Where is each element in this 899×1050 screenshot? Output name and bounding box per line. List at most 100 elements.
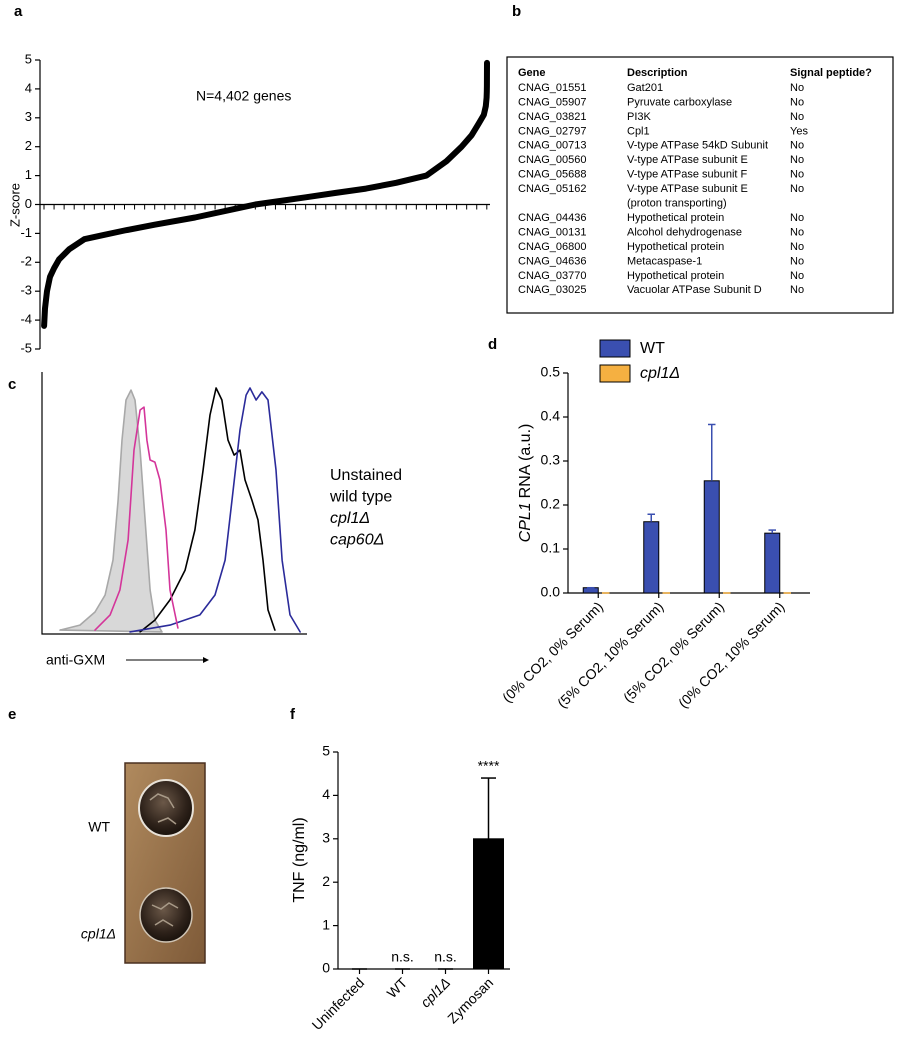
table-cell: No xyxy=(790,270,804,282)
table-cell: V-type ATPase subunit F xyxy=(627,169,748,181)
image-label: WT xyxy=(88,819,110,835)
y-axis-label: Z-score xyxy=(7,183,22,227)
y-tick-label: -1 xyxy=(20,225,32,240)
panel-label: b xyxy=(512,3,521,20)
legend-entry: cpl1Δ xyxy=(640,365,680,382)
table-frame xyxy=(506,56,894,314)
panel-label: a xyxy=(14,3,23,20)
colony xyxy=(138,779,194,837)
histogram-axes xyxy=(41,372,307,635)
y-tick-label: 3 xyxy=(25,109,32,124)
y-tick-label: -4 xyxy=(20,312,32,327)
table-cell: No xyxy=(790,226,804,238)
rank-curve xyxy=(41,59,490,329)
panel-label: c xyxy=(8,376,16,393)
bar xyxy=(582,587,599,594)
table-cell: CNAG_05907 xyxy=(518,96,587,108)
panel-label: e xyxy=(8,706,16,723)
table-cell: CNAG_01551 xyxy=(518,82,587,94)
annotation: N=4,402 genes xyxy=(196,88,291,104)
legend-entry: WT xyxy=(640,340,665,357)
legend-entry: Unstained xyxy=(330,467,402,484)
table-cell: CNAG_00560 xyxy=(518,154,587,166)
table-cell: No xyxy=(790,140,804,152)
table-cell: No xyxy=(790,169,804,181)
table-cell: No xyxy=(790,183,804,195)
panel-label: d xyxy=(488,336,497,353)
x-tick-label: (5% CO2, 10% Serum) xyxy=(554,598,667,711)
x-tick-label: (0% CO2, 10% Serum) xyxy=(675,598,788,711)
y-tick-label: 0.2 xyxy=(541,496,561,512)
table-cell: CNAG_02797 xyxy=(518,125,587,137)
table-cell: CNAG_00131 xyxy=(518,226,587,238)
y-tick-label: 0.1 xyxy=(541,540,561,556)
y-tick-label: 0.5 xyxy=(541,364,561,380)
histogram-curve xyxy=(129,387,301,633)
y-axis-label-part: CPL1 xyxy=(517,502,534,542)
table-cell: No xyxy=(790,255,804,267)
table-cell: No xyxy=(790,212,804,224)
y-tick-label: -5 xyxy=(20,340,32,355)
table-cell: CNAG_04636 xyxy=(518,255,587,267)
table-cell: CNAG_05162 xyxy=(518,183,587,195)
significance-label: n.s. xyxy=(434,949,457,965)
x-tick-label: (5% CO2, 0% Serum) xyxy=(620,598,727,705)
y-axis-label: CPL1 RNA (a.u.) xyxy=(517,424,534,543)
legend-entry: cap60Δ xyxy=(330,532,384,549)
y-tick-label: 0 xyxy=(322,960,330,976)
histogram-curve xyxy=(139,387,276,633)
table-cell: Hypothetical protein xyxy=(627,270,724,282)
y-tick-label: 1 xyxy=(25,167,32,182)
table-cell: PI3K xyxy=(627,111,652,123)
table-cell: CNAG_04436 xyxy=(518,212,587,224)
table-cell: Metacaspase-1 xyxy=(627,255,702,267)
y-tick-label: 2 xyxy=(322,873,330,889)
y-tick-label: 4 xyxy=(322,786,330,802)
image-label: cpl1Δ xyxy=(81,926,116,942)
y-axis-label-part: RNA (a.u.) xyxy=(517,424,534,499)
x-tick-label: WT xyxy=(384,974,411,1001)
x-tick-label: cpl1Δ xyxy=(417,974,453,1010)
table-cell: Gat201 xyxy=(627,82,663,94)
y-tick-label: -2 xyxy=(20,254,32,269)
legend-entry: wild type xyxy=(329,489,392,506)
table-cell: No xyxy=(790,111,804,123)
histogram-curve xyxy=(94,406,179,631)
table-header: Description xyxy=(627,67,688,79)
table-cell: V-type ATPase 54kD Subunit xyxy=(627,140,768,152)
axis-arrowhead xyxy=(203,657,209,663)
bar xyxy=(473,838,504,970)
y-tick-label: 2 xyxy=(25,138,32,153)
histogram-curve xyxy=(59,389,163,633)
y-axis-label: TNF (ng/ml) xyxy=(291,817,308,902)
bar xyxy=(703,480,720,594)
table-cell: (proton transporting) xyxy=(627,198,727,210)
table-cell: CNAG_03025 xyxy=(518,284,587,296)
colony xyxy=(139,887,193,943)
table-cell: CNAG_05688 xyxy=(518,169,587,181)
table-cell: Yes xyxy=(790,125,808,137)
table-cell: Vacuolar ATPase Subunit D xyxy=(627,284,762,296)
table-cell: No xyxy=(790,82,804,94)
error-bar xyxy=(481,777,496,839)
significance-label: n.s. xyxy=(391,949,414,965)
error-bar xyxy=(647,513,655,522)
table-cell: Alcohol dehydrogenase xyxy=(627,226,742,238)
legend-swatch xyxy=(599,364,631,383)
x-tick-label: Uninfected xyxy=(309,974,368,1033)
significance-label: **** xyxy=(478,758,500,774)
bar xyxy=(764,532,781,594)
table-cell: CNAG_03770 xyxy=(518,270,587,282)
table-cell: Pyruvate carboxylase xyxy=(627,96,732,108)
table-cell: Cpl1 xyxy=(627,125,650,137)
table-cell: CNAG_00713 xyxy=(518,140,587,152)
y-tick-label: -3 xyxy=(20,283,32,298)
y-tick-label: 0.3 xyxy=(541,452,561,468)
legend-entry: cpl1Δ xyxy=(330,510,370,527)
error-bar xyxy=(708,423,716,481)
plate-photo xyxy=(124,762,206,964)
table-cell: CNAG_03821 xyxy=(518,111,587,123)
table-header: Gene xyxy=(518,67,546,79)
table-cell: No xyxy=(790,96,804,108)
